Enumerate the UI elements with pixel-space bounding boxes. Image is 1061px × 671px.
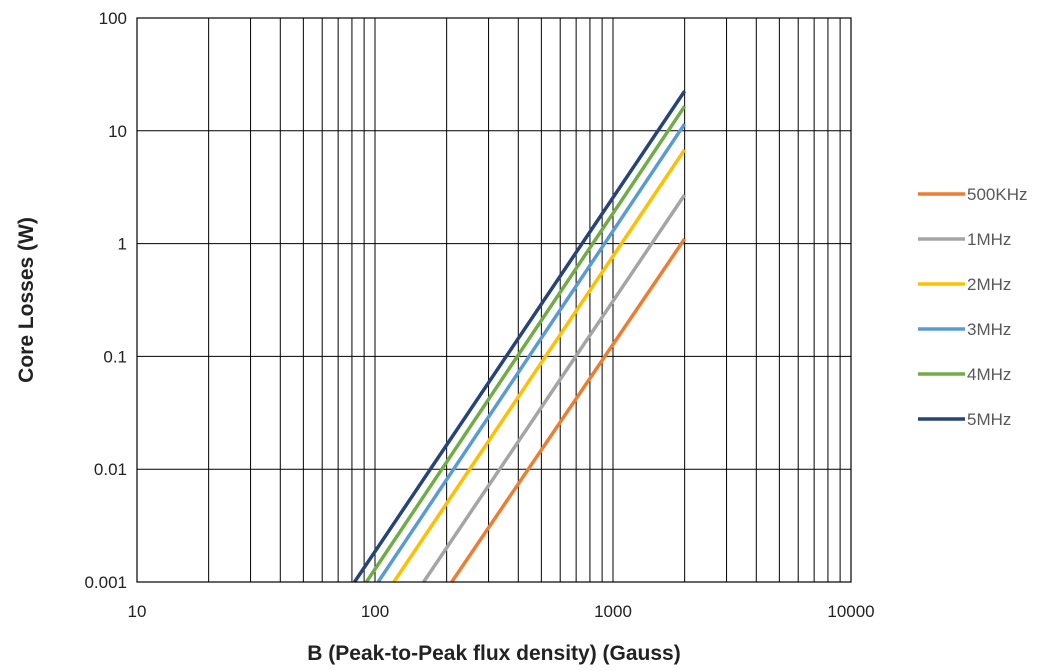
legend-label: 5MHz — [967, 410, 1011, 429]
plot-area-border — [136, 17, 852, 583]
series-lines — [353, 90, 687, 583]
series-line-500khz — [450, 237, 687, 583]
series-line-3mhz — [376, 123, 687, 583]
legend-label: 4MHz — [967, 365, 1011, 384]
y-tick-label: 0.001 — [84, 573, 127, 592]
legend-label: 500KHz — [967, 185, 1027, 204]
gridlines — [136, 17, 851, 583]
x-tick-label: 10 — [128, 602, 147, 621]
y-tick-label: 0.01 — [94, 460, 127, 479]
y-tick-label: 10 — [108, 122, 127, 141]
y-tick-label: 1 — [118, 235, 127, 254]
series-line-2mhz — [392, 148, 687, 583]
series-line-5mhz — [353, 90, 687, 583]
series-line-4mhz — [364, 105, 687, 583]
legend-label: 2MHz — [967, 275, 1011, 294]
x-tick-label: 10000 — [827, 602, 874, 621]
y-tick-label: 100 — [99, 9, 127, 28]
legend: 500KHz 1MHz 2MHz 3MHz 4MHz 5MHz — [918, 185, 1027, 429]
y-tick-label: 0.1 — [103, 347, 127, 366]
series-line-1mhz — [422, 193, 687, 583]
y-axis-tick-labels: 0.001 0.01 0.1 1 10 100 — [84, 9, 127, 592]
y-axis-title: Core Losses (W) — [15, 217, 38, 383]
x-tick-label: 100 — [361, 602, 389, 621]
x-tick-label: 1000 — [594, 602, 632, 621]
legend-label: 1MHz — [967, 230, 1011, 249]
x-axis-tick-labels: 10 100 1000 10000 — [128, 602, 875, 621]
legend-label: 3MHz — [967, 320, 1011, 339]
x-axis-title: B (Peak-to-Peak flux density) (Gauss) — [307, 642, 680, 665]
